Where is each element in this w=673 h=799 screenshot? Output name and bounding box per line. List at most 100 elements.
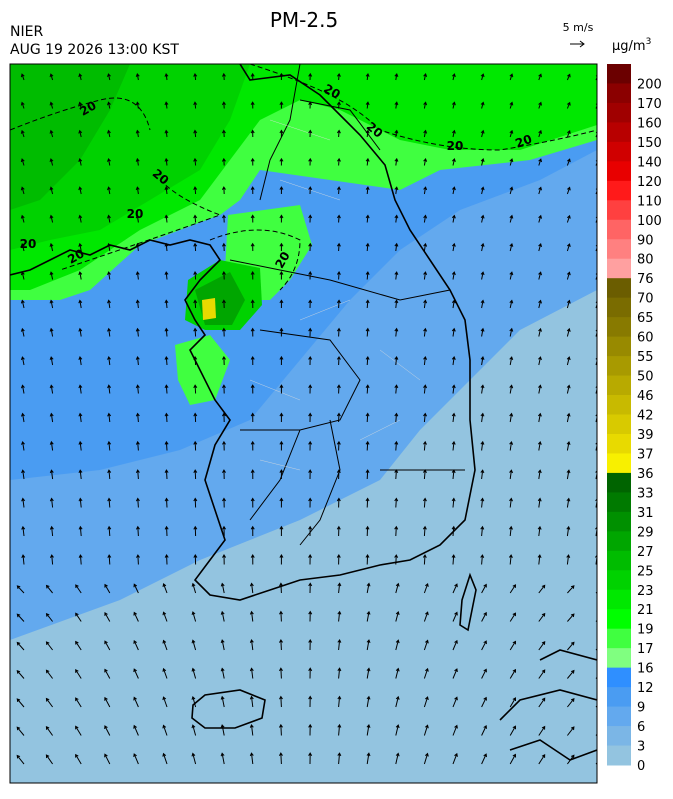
wind-arrow (365, 412, 370, 423)
colorbar-label: 16 (637, 662, 654, 677)
wind-arrow (451, 497, 456, 508)
wind-arrow (16, 698, 25, 708)
colorbar-label: 160 (637, 116, 662, 131)
wind-arrow (538, 356, 542, 366)
colorbar-label: 100 (637, 214, 662, 229)
wind-arrow (394, 73, 399, 81)
wind-arrow (16, 754, 25, 765)
colorbar-segment (607, 122, 631, 143)
colorbar-segment (607, 375, 631, 396)
wind-arrow (250, 469, 255, 480)
wind-arrow (423, 186, 428, 195)
wind-arrow (20, 299, 25, 309)
wind-arrow (394, 214, 399, 223)
wind-arrow (509, 525, 513, 537)
wind-arrow (336, 554, 341, 565)
wind-arrow (164, 157, 169, 166)
wind-arrow (537, 440, 542, 451)
wind-arrow (308, 723, 313, 736)
wind-arrow (164, 355, 169, 366)
wind-arrow (308, 752, 313, 765)
wind-arrow (78, 101, 83, 109)
wind-arrow (164, 186, 169, 195)
wind-arrow (509, 158, 514, 166)
wind-arrow (336, 299, 341, 309)
wind-arrow (279, 610, 283, 622)
wind-arrow (221, 327, 226, 337)
wind-arrow (395, 724, 400, 736)
wind-arrow (538, 271, 543, 280)
wind-arrow (451, 356, 456, 366)
wind-arrow (20, 73, 25, 81)
wind-arrow (336, 440, 341, 451)
wind-arrow (193, 101, 198, 109)
wind-arrow (538, 214, 543, 223)
wind-arrow (193, 72, 198, 81)
wind-arrow (250, 242, 255, 252)
wind-arrow (191, 724, 197, 736)
wind-arrow (191, 752, 197, 765)
colorbar-label: 120 (637, 175, 662, 190)
wind-vectors (16, 72, 597, 765)
colorbar-segment (607, 141, 631, 162)
wind-arrow (193, 469, 198, 480)
wind-arrow (365, 497, 370, 508)
wind-arrow (538, 697, 546, 708)
wind-arrow (337, 695, 342, 708)
wind-arrow (49, 242, 54, 252)
wind-arrow (395, 752, 400, 765)
wind-arrow (538, 129, 543, 138)
wind-arrow (394, 497, 399, 508)
colorbar-label: 140 (637, 155, 662, 170)
wind-arrow (567, 726, 575, 736)
province-borders (229, 64, 465, 546)
wind-arrow (452, 611, 458, 622)
wind-arrow (107, 525, 112, 537)
wind-arrow (222, 384, 226, 394)
colorbar-segment (607, 570, 631, 591)
wind-arrow (336, 157, 341, 166)
wind-arrow (395, 582, 400, 594)
wind-arrow (193, 327, 198, 337)
colorbar-label: 170 (637, 97, 662, 112)
wind-arrow (480, 384, 485, 394)
wind-arrow (104, 696, 111, 708)
wind-arrow (78, 497, 83, 508)
wind-arrow (78, 299, 83, 309)
wind-arrow (509, 214, 514, 223)
wind-arrow (480, 186, 485, 195)
wind-arrow (509, 412, 514, 423)
wind-arrow (423, 724, 429, 736)
wind-arrow (107, 242, 111, 252)
wind-arrow (16, 613, 25, 622)
wind-arrow (451, 440, 456, 451)
wind-arrow (566, 412, 571, 423)
wind-arrow (220, 695, 225, 708)
wind-arrow (480, 497, 485, 508)
wind-arrow (250, 101, 255, 109)
wind-arrow (133, 668, 139, 679)
wind-arrow (164, 384, 169, 394)
wind-arrow (20, 356, 25, 366)
wind-arrow (451, 469, 456, 480)
wind-arrow (135, 129, 140, 138)
wind-arrow (308, 242, 313, 252)
wind-arrow (16, 641, 25, 651)
wind-arrow (250, 384, 255, 394)
wind-arrow (308, 667, 313, 679)
wind-arrow (249, 667, 254, 679)
wind-arrow (75, 697, 82, 708)
wind-arrow (509, 753, 517, 765)
wind-arrow (509, 640, 516, 651)
wind-arrow (279, 638, 283, 651)
wind-arrow (49, 384, 54, 394)
wind-arrow (193, 412, 198, 423)
wind-arrow (20, 158, 25, 166)
colorbar-segment (607, 609, 631, 630)
wind-arrow (538, 299, 542, 309)
wind-arrow (135, 440, 140, 451)
wind-arrow (222, 525, 227, 537)
wind-arrow (135, 327, 140, 337)
wind-arrow (509, 101, 514, 109)
wind-arrow (395, 611, 400, 622)
